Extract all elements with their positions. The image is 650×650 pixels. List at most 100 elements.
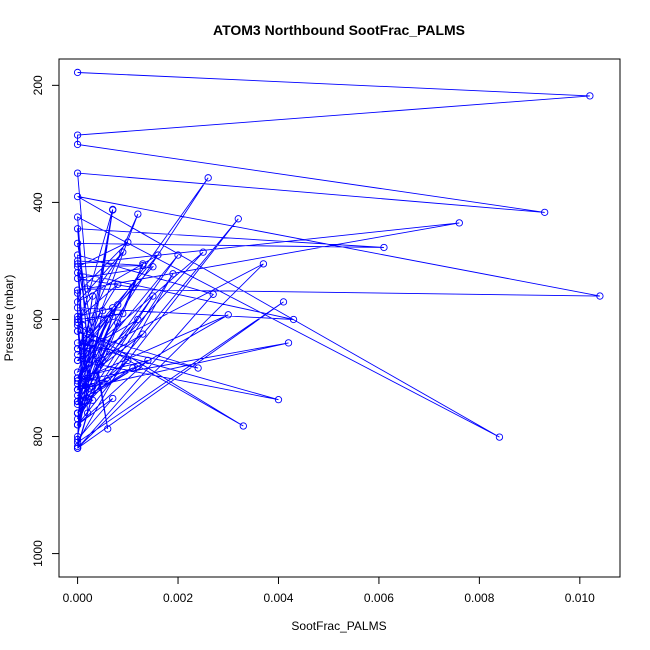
data-point (73, 298, 82, 306)
data-point (204, 174, 212, 182)
data-point (73, 239, 82, 248)
data-point (88, 396, 97, 404)
data-point (174, 251, 182, 259)
x-tick-label: 0.000 (63, 591, 93, 605)
x-tick-label: 0.006 (364, 591, 394, 605)
data-point (73, 397, 82, 406)
data-point (88, 339, 97, 347)
data-point (109, 312, 117, 321)
data-point (83, 285, 92, 293)
data-point (114, 319, 122, 327)
data-point (209, 290, 217, 298)
data-point (139, 330, 147, 338)
data-point (134, 362, 142, 370)
data-point (124, 356, 132, 365)
data-point (73, 225, 82, 233)
data-point (169, 270, 177, 278)
x-tick-label: 0.008 (464, 591, 494, 605)
data-point (279, 298, 288, 306)
data-point (73, 315, 82, 324)
x-axis: 0.000 0.002 0.004 0.006 0.008 0.010 (63, 576, 595, 605)
data-point (495, 433, 504, 441)
data-point (73, 321, 82, 329)
data-point (73, 131, 82, 139)
data-point (259, 260, 268, 268)
x-tick-label: 0.004 (263, 591, 293, 605)
chart-title: ATOM3 Northbound SootFrac_PALMS (213, 22, 465, 38)
data-point (73, 289, 82, 297)
data-point (73, 356, 82, 365)
data-point (73, 386, 82, 394)
data-point (73, 268, 82, 277)
data-point (73, 345, 82, 353)
data-point (73, 400, 82, 408)
data-point (73, 350, 82, 359)
data-point (83, 374, 92, 382)
data-point (73, 377, 82, 385)
data-point (73, 435, 82, 444)
data-point (73, 68, 82, 77)
data-point (139, 260, 147, 268)
data-point (289, 315, 298, 324)
data-point (88, 383, 97, 391)
y-axis: 200 400 600 800 1000 (31, 75, 60, 567)
y-tick-label: 400 (31, 192, 45, 212)
data-point (104, 425, 112, 433)
data-point (149, 292, 157, 300)
data-point (73, 286, 82, 294)
data-point (119, 309, 127, 318)
data-point (274, 396, 283, 404)
data-point (73, 263, 82, 271)
data-point (73, 374, 82, 382)
data-point (73, 415, 82, 423)
data-point (139, 261, 147, 270)
data-point (73, 274, 82, 283)
data-point (586, 92, 594, 100)
y-tick-label: 1000 (31, 540, 45, 567)
data-point (284, 339, 293, 347)
data-point (99, 307, 107, 315)
data-point (73, 169, 82, 177)
data-point (114, 301, 122, 309)
data-point (73, 432, 82, 441)
x-axis-label: SootFrac_PALMS (291, 619, 386, 633)
data-point (73, 192, 82, 201)
x-tick-label: 0.010 (565, 591, 595, 605)
data-point (83, 343, 92, 352)
data-point (73, 368, 82, 376)
data-point (73, 339, 82, 347)
data-point (78, 386, 87, 394)
data-point (234, 215, 242, 223)
data-point (109, 205, 117, 214)
data-point (224, 311, 232, 319)
data-point (73, 318, 82, 327)
data-point (114, 280, 122, 288)
data-point (134, 210, 142, 218)
series-line (76, 72, 600, 449)
data-point (455, 219, 463, 227)
data-point (144, 356, 152, 365)
data-point (199, 248, 207, 256)
data-point (73, 213, 82, 221)
data-point (73, 140, 82, 149)
data-point (99, 356, 107, 365)
data-point (73, 438, 82, 447)
y-tick-label: 600 (31, 309, 45, 329)
data-point (119, 248, 127, 256)
data-point (194, 364, 202, 372)
data-point (104, 377, 112, 385)
data-point (73, 444, 82, 452)
data-point (124, 238, 132, 246)
data-point (73, 391, 82, 400)
data-point (134, 315, 142, 324)
data-point (380, 243, 388, 252)
x-tick-label: 0.002 (163, 591, 193, 605)
data-point (73, 312, 82, 321)
data-point (541, 208, 549, 217)
data-point (149, 263, 157, 271)
y-axis-label: Pressure (mbar) (2, 275, 16, 362)
data-point (73, 421, 82, 429)
data-point (73, 304, 82, 312)
data-point (73, 260, 82, 268)
